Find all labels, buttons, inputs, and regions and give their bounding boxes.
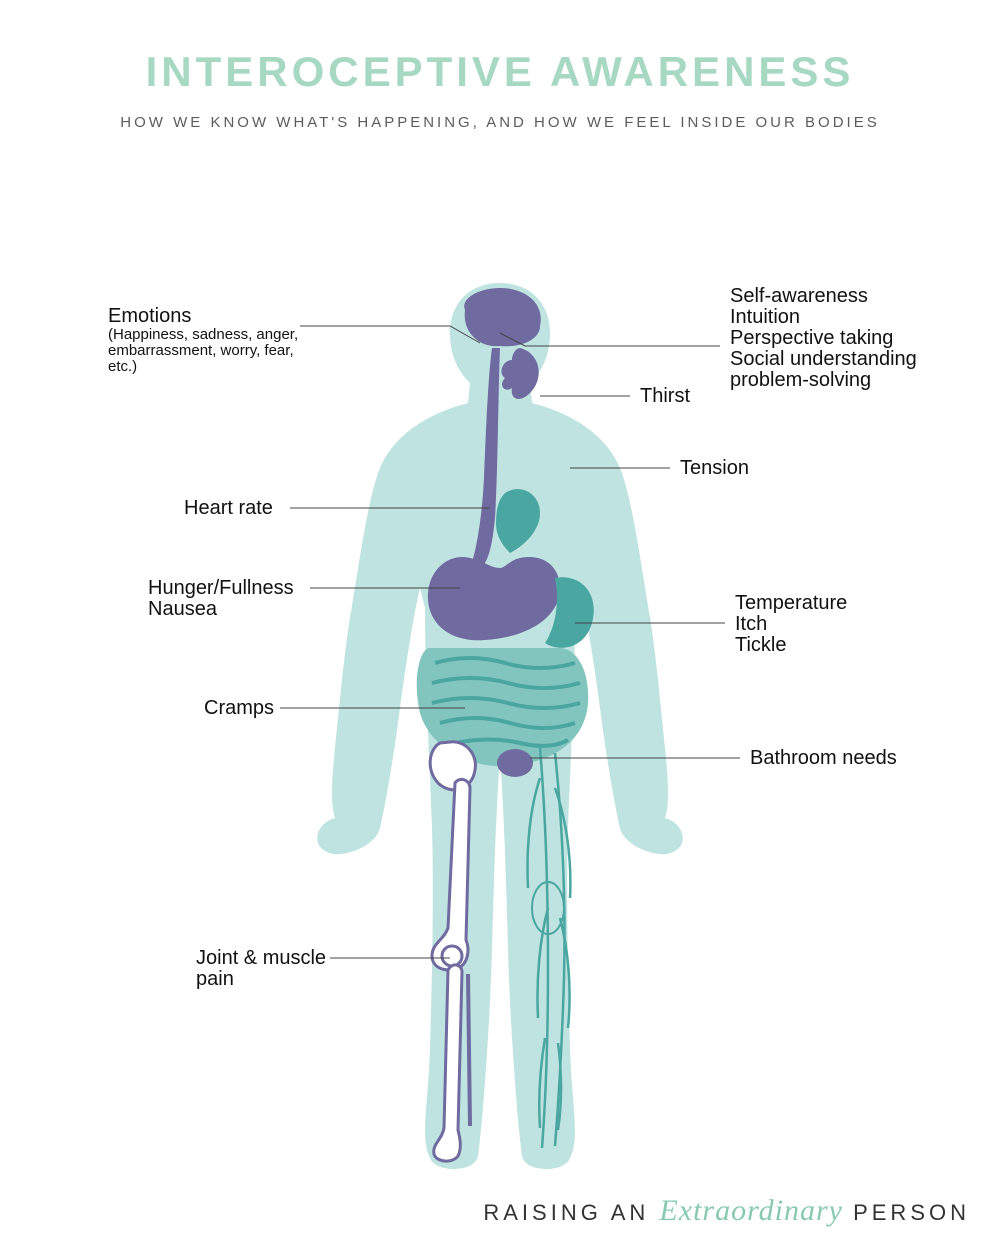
label-thirst: Thirst — [640, 386, 690, 407]
footer-credit: RAISING AN Extraordinary PERSON — [483, 1194, 970, 1228]
label-cramps: Cramps — [204, 698, 274, 719]
footer-pre: RAISING AN — [483, 1200, 659, 1225]
bladder-icon — [497, 749, 533, 777]
label-joint: Joint & musclepain — [196, 948, 326, 990]
footer-post: PERSON — [843, 1200, 970, 1225]
label-bathroom: Bathroom needs — [750, 748, 897, 769]
label-selfaware: Self-awarenessIntuitionPerspective takin… — [730, 286, 917, 391]
body-diagram — [0, 48, 1000, 1248]
label-emotions: Emotions(Happiness, sadness, anger,embar… — [108, 306, 298, 374]
label-tension: Tension — [680, 458, 749, 479]
footer-script: Extraordinary — [659, 1194, 843, 1227]
label-heart: Heart rate — [184, 498, 273, 519]
label-temp: TemperatureItchTickle — [735, 593, 847, 656]
label-hunger: Hunger/FullnessNausea — [148, 578, 294, 620]
